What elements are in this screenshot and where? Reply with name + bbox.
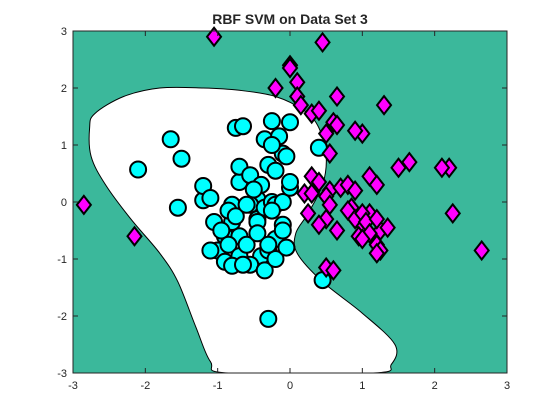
circle-point: [262, 201, 281, 220]
x-tick-label: -2: [140, 380, 150, 392]
diamond-point: [310, 100, 328, 122]
diamond-point: [433, 157, 451, 179]
diamond-point: [310, 214, 328, 236]
circle-point: [277, 147, 296, 166]
diamond-point: [368, 174, 386, 196]
circle-point: [262, 136, 281, 154]
diamond-point: [292, 94, 310, 116]
diamond-point: [325, 259, 342, 282]
diamond-point: [346, 120, 364, 142]
diamond-point: [328, 85, 346, 108]
circle-point: [237, 195, 256, 214]
circle-point: [161, 130, 180, 149]
diamond-point: [444, 202, 462, 225]
circle-point: [273, 221, 292, 240]
chart-title: RBF SVM on Data Set 3: [212, 11, 368, 27]
y-tick-label: -3: [57, 368, 67, 380]
diamond-point: [321, 194, 339, 216]
circle-point: [255, 261, 274, 280]
diamond-point: [390, 157, 407, 179]
diamond-point: [310, 171, 328, 193]
circle-point: [259, 309, 278, 328]
diamond-point: [328, 219, 346, 242]
axis-ticks: -3 -2 -1 0 1 2 3 -3 -2 -1 0 1 2 3: [57, 26, 510, 392]
x-tick-label: 2: [432, 380, 438, 392]
circle-point: [201, 189, 220, 207]
y-tick-label: 1: [61, 140, 67, 152]
diamond-point: [375, 94, 393, 116]
circle-point: [201, 241, 220, 260]
circle-point: [226, 207, 245, 226]
diamond-point: [126, 225, 143, 247]
y-tick-label: -1: [57, 254, 67, 266]
x-tick-label: 3: [504, 380, 510, 392]
diamond-point: [354, 228, 371, 250]
circle-point: [262, 112, 281, 131]
x-tick-label: -1: [213, 380, 223, 392]
diamond-point: [401, 151, 418, 173]
circle-point: [244, 180, 263, 199]
y-tick-label: 0: [61, 197, 67, 209]
circle-point: [234, 117, 252, 136]
circle-point: [248, 224, 267, 243]
circle-point: [219, 235, 238, 254]
circle-point: [259, 235, 278, 254]
circle-point: [234, 255, 252, 274]
circle-point: [237, 235, 256, 254]
diamond-point: [299, 202, 317, 225]
circle-point: [281, 173, 299, 191]
data-points: [75, 26, 490, 328]
circle-point: [212, 221, 231, 240]
circle-point: [129, 160, 148, 179]
diamond-point: [317, 122, 335, 145]
y-tick-label: 3: [61, 26, 67, 38]
diamond-point: [379, 217, 396, 239]
diamond-point: [267, 77, 284, 99]
y-tick-label: 2: [61, 83, 67, 95]
circle-point: [168, 198, 187, 217]
diamond-point: [303, 182, 320, 205]
circle-point: [281, 113, 299, 132]
x-tick-label: 1: [359, 380, 365, 392]
diamond-point: [368, 208, 386, 230]
x-tick-label: 0: [287, 380, 293, 392]
y-tick-label: -2: [57, 311, 67, 323]
diamond-point: [314, 31, 331, 54]
circle-point: [172, 149, 191, 168]
diamond-point: [346, 179, 364, 202]
circle-point: [266, 161, 285, 180]
x-tick-label: -3: [68, 380, 78, 392]
circle-point: [277, 238, 296, 257]
diamond-point: [328, 114, 346, 136]
diamond-point: [368, 242, 386, 264]
diamond-point: [321, 142, 339, 165]
diamond-point: [281, 57, 299, 79]
diamond-point: [473, 239, 490, 262]
circle-point: [266, 250, 285, 268]
diamond-point: [75, 194, 93, 216]
